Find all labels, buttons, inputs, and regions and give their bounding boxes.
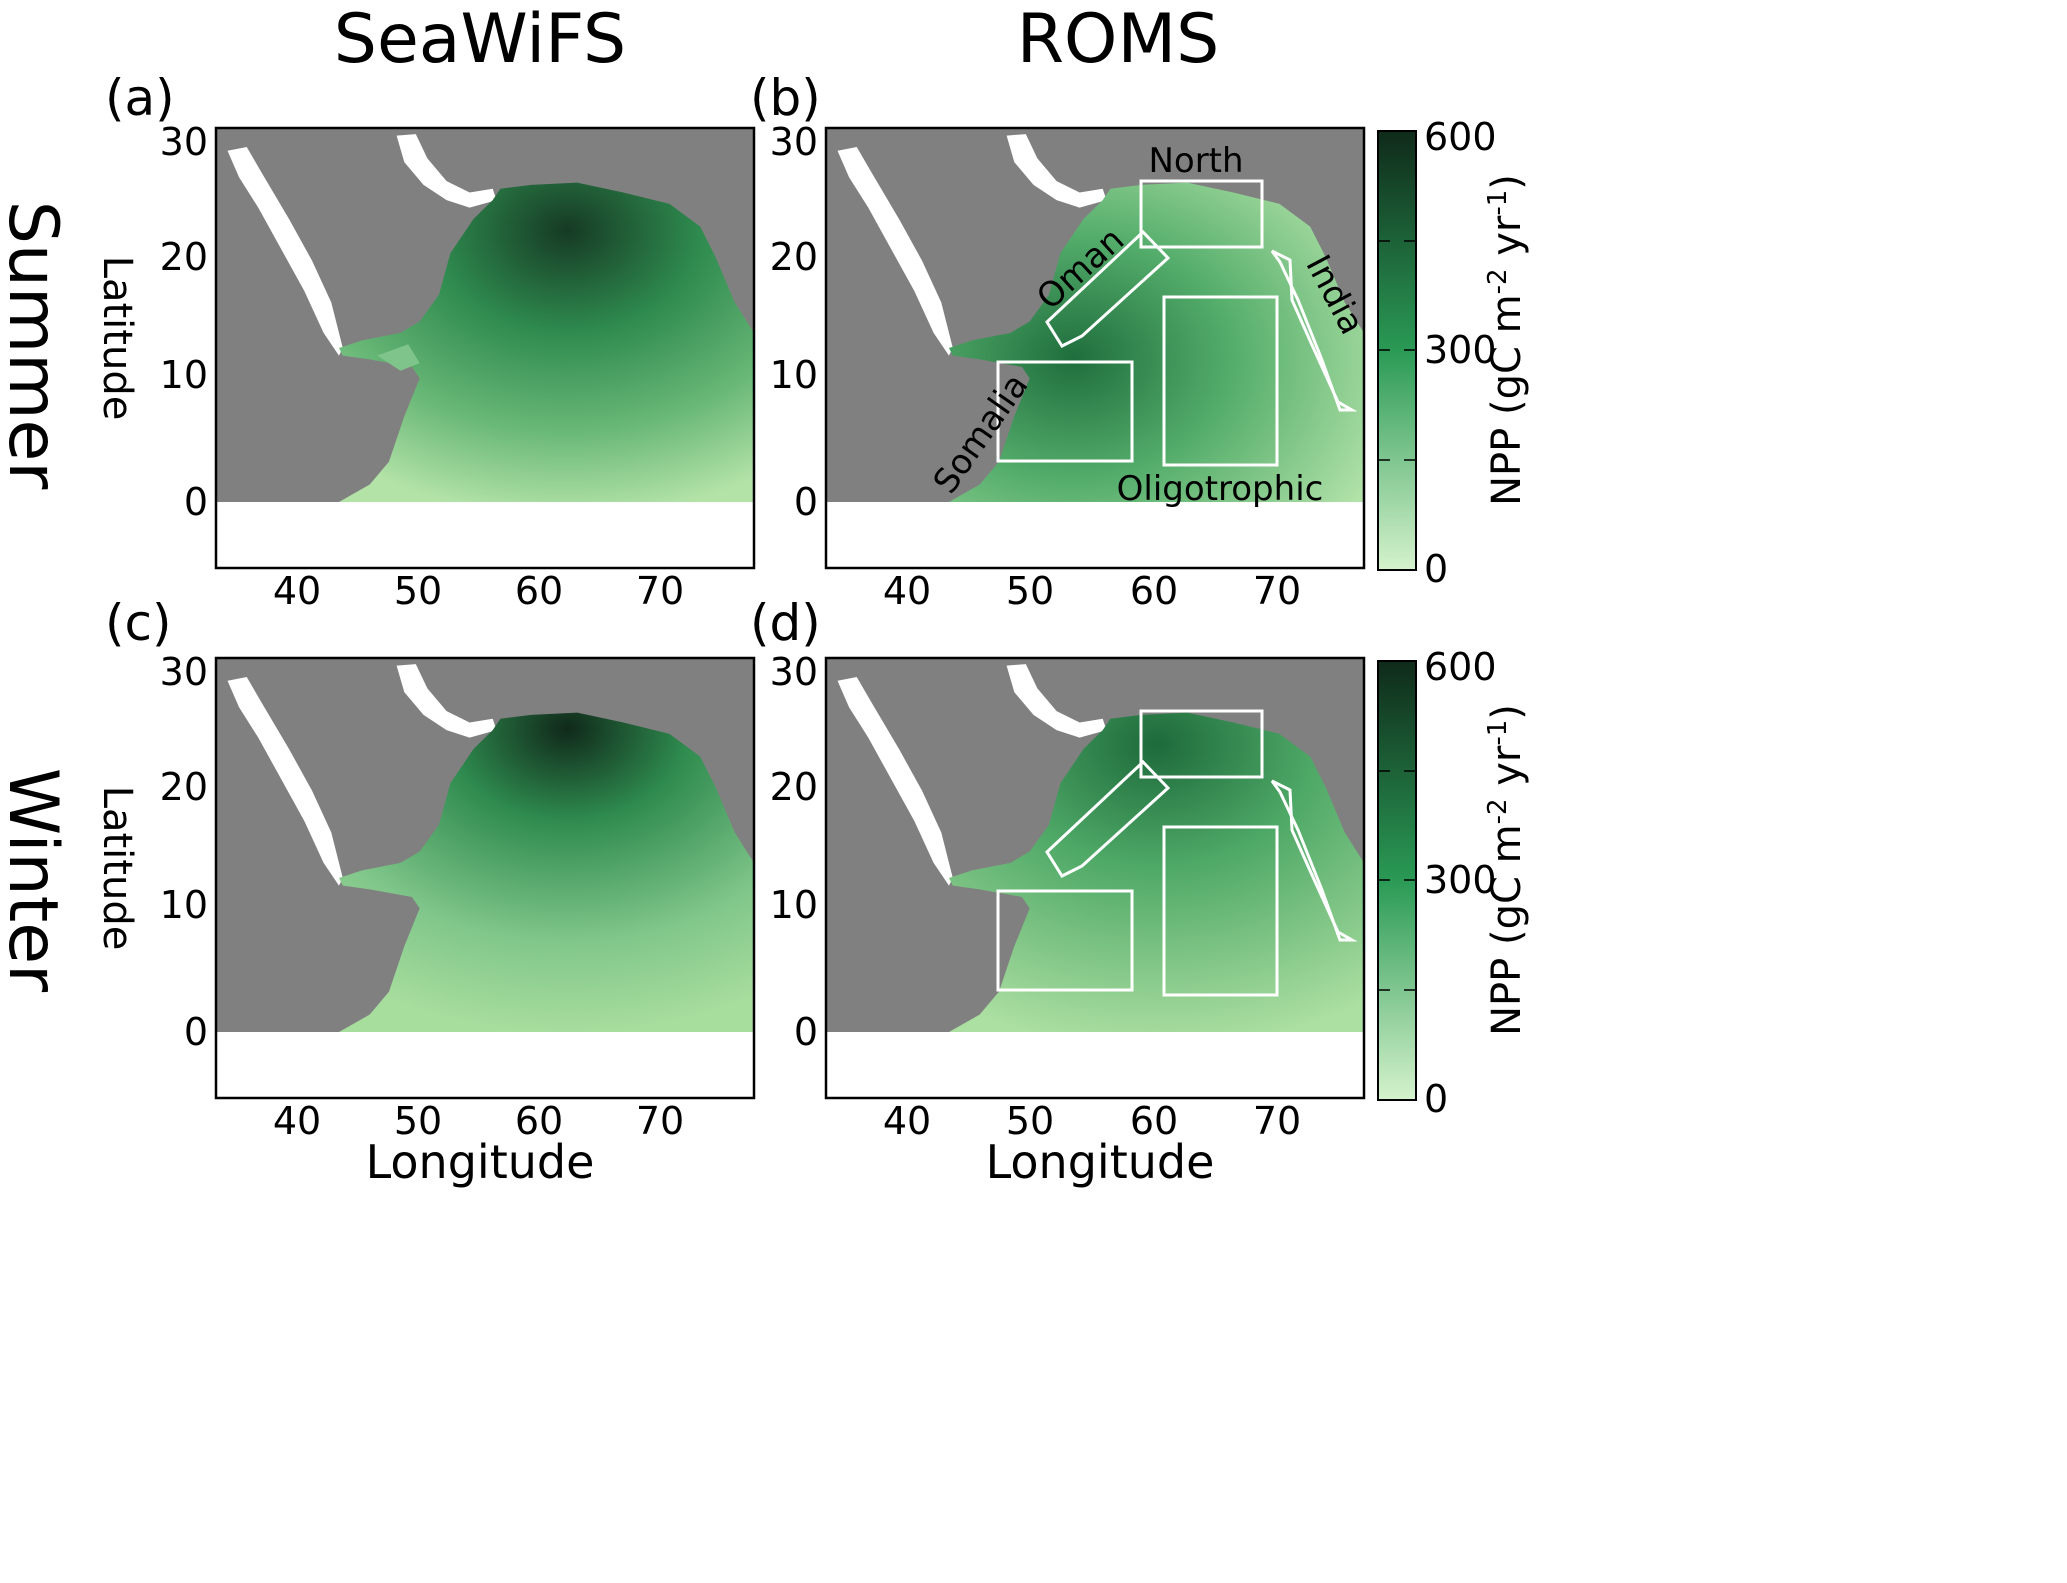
y-tick-0: 0 xyxy=(184,1010,208,1054)
x-tick-60: 60 xyxy=(515,1099,563,1143)
column-title-seawifs: SeaWiFS xyxy=(334,0,626,79)
colorbar-top: 600 300 0 NPP (gC m-2 yr-1) xyxy=(1377,115,1530,591)
colorbar-label: NPP (gC m-2 yr-1) xyxy=(1483,704,1530,1036)
y-tick-20: 20 xyxy=(160,765,208,809)
y-tick-30: 30 xyxy=(160,120,208,164)
region-label-oligotrophic: Oligotrophic xyxy=(1117,469,1324,509)
map-panel-d xyxy=(824,656,1366,1100)
colorbar-tick-600: 600 xyxy=(1424,645,1497,689)
x-tick-60: 60 xyxy=(515,569,563,613)
y-axis-label-top: Latitude xyxy=(94,256,140,421)
panel-label-a: (a) xyxy=(105,69,175,127)
x-tick-70: 70 xyxy=(1253,569,1301,613)
column-title-roms: ROMS xyxy=(1017,0,1220,79)
colorbar-label: NPP (gC m-2 yr-1) xyxy=(1483,174,1530,506)
x-tick-50: 50 xyxy=(1006,569,1054,613)
y-tick-0: 0 xyxy=(794,1010,818,1054)
map-panel-b: North Oman India Somalia Oligotrophic xyxy=(824,126,1372,570)
region-box-oligotrophic xyxy=(1162,825,1279,997)
x-axis-label-left: Longitude xyxy=(366,1135,595,1189)
y-tick-20: 20 xyxy=(770,765,818,809)
region-box-india xyxy=(1270,249,1358,412)
panel-label-d: (d) xyxy=(750,594,821,652)
y-tick-0: 0 xyxy=(794,480,818,524)
y-tick-20: 20 xyxy=(770,235,818,279)
x-tick-40: 40 xyxy=(273,569,321,613)
x-axis-label-right: Longitude xyxy=(986,1135,1215,1189)
x-ticks-panel-c: 40 50 60 70 xyxy=(273,1099,684,1143)
x-tick-40: 40 xyxy=(883,569,931,613)
colorbar-tick-300: 300 xyxy=(1424,328,1497,372)
x-tick-70: 70 xyxy=(636,569,684,613)
panel-label-b: (b) xyxy=(750,69,821,127)
y-tick-0: 0 xyxy=(184,480,208,524)
row-title-summer: Summer xyxy=(0,201,72,490)
x-ticks-panel-d: 40 50 60 70 xyxy=(883,1099,1301,1143)
colorbar-bottom: 600 300 0 NPP (gC m-2 yr-1) xyxy=(1377,645,1530,1121)
x-tick-50: 50 xyxy=(1006,1099,1054,1143)
map-panel-c xyxy=(214,656,756,1100)
colorbar-tick-600: 600 xyxy=(1424,115,1497,159)
map-panel-a xyxy=(214,126,756,570)
x-tick-50: 50 xyxy=(394,569,442,613)
x-tick-60: 60 xyxy=(1130,569,1178,613)
y-ticks-panel-d: 30 20 10 0 xyxy=(770,650,818,1054)
x-ticks-panel-b: 40 50 60 70 xyxy=(883,569,1301,613)
colorbar-tick-0: 0 xyxy=(1424,547,1448,591)
region-box-north xyxy=(1139,179,1264,249)
x-tick-70: 70 xyxy=(636,1099,684,1143)
x-ticks-panel-a: 40 50 60 70 xyxy=(273,569,684,613)
colorbar-tick-0: 0 xyxy=(1424,1077,1448,1121)
y-tick-30: 30 xyxy=(770,120,818,164)
x-tick-50: 50 xyxy=(394,1099,442,1143)
y-tick-10: 10 xyxy=(770,353,818,397)
region-box-oligotrophic xyxy=(1162,295,1279,467)
y-ticks-panel-a: 30 20 10 0 xyxy=(160,120,208,524)
y-tick-10: 10 xyxy=(160,883,208,927)
y-ticks-panel-c: 30 20 10 0 xyxy=(160,650,208,1054)
y-tick-30: 30 xyxy=(160,650,208,694)
row-title-winter: Winter xyxy=(0,768,72,992)
x-tick-40: 40 xyxy=(273,1099,321,1143)
x-tick-60: 60 xyxy=(1130,1099,1178,1143)
region-box-somalia xyxy=(996,889,1134,992)
y-tick-10: 10 xyxy=(770,883,818,927)
x-tick-70: 70 xyxy=(1253,1099,1301,1143)
region-label-north: North xyxy=(1148,141,1243,181)
colorbar-tick-300: 300 xyxy=(1424,858,1497,902)
y-tick-10: 10 xyxy=(160,353,208,397)
x-tick-40: 40 xyxy=(883,1099,931,1143)
region-box-oman xyxy=(1045,229,1171,348)
panel-label-c: (c) xyxy=(105,594,172,652)
y-ticks-panel-b: 30 20 10 0 xyxy=(770,120,818,524)
region-box-india xyxy=(1270,779,1358,942)
y-tick-30: 30 xyxy=(770,650,818,694)
y-axis-label-bottom: Latitude xyxy=(94,786,140,951)
region-box-somalia xyxy=(996,360,1134,463)
region-box-oman xyxy=(1045,759,1171,878)
region-box-north xyxy=(1139,709,1264,779)
y-tick-20: 20 xyxy=(160,235,208,279)
